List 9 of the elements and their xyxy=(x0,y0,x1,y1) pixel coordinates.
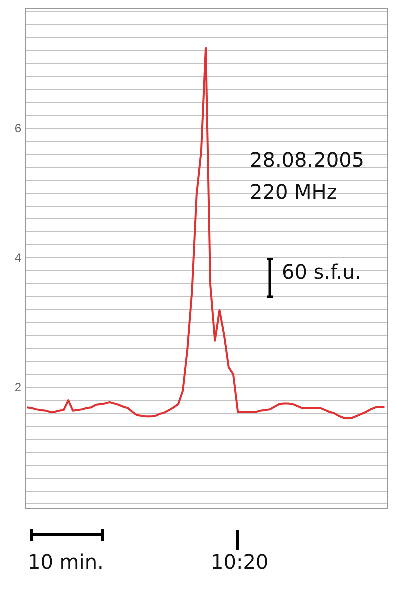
annotation: 60 s.f.u. xyxy=(282,260,362,284)
text: 10 min. xyxy=(28,550,104,574)
y-tick-label: 2 xyxy=(14,380,22,394)
y-tick-label: 4 xyxy=(14,250,22,265)
annotation: 28.08.2005 xyxy=(250,148,365,172)
text: 10:20 xyxy=(211,550,269,574)
y-tick-label: 6 xyxy=(14,121,22,136)
annotation: 220 MHz xyxy=(250,180,338,204)
line-series xyxy=(26,47,386,420)
